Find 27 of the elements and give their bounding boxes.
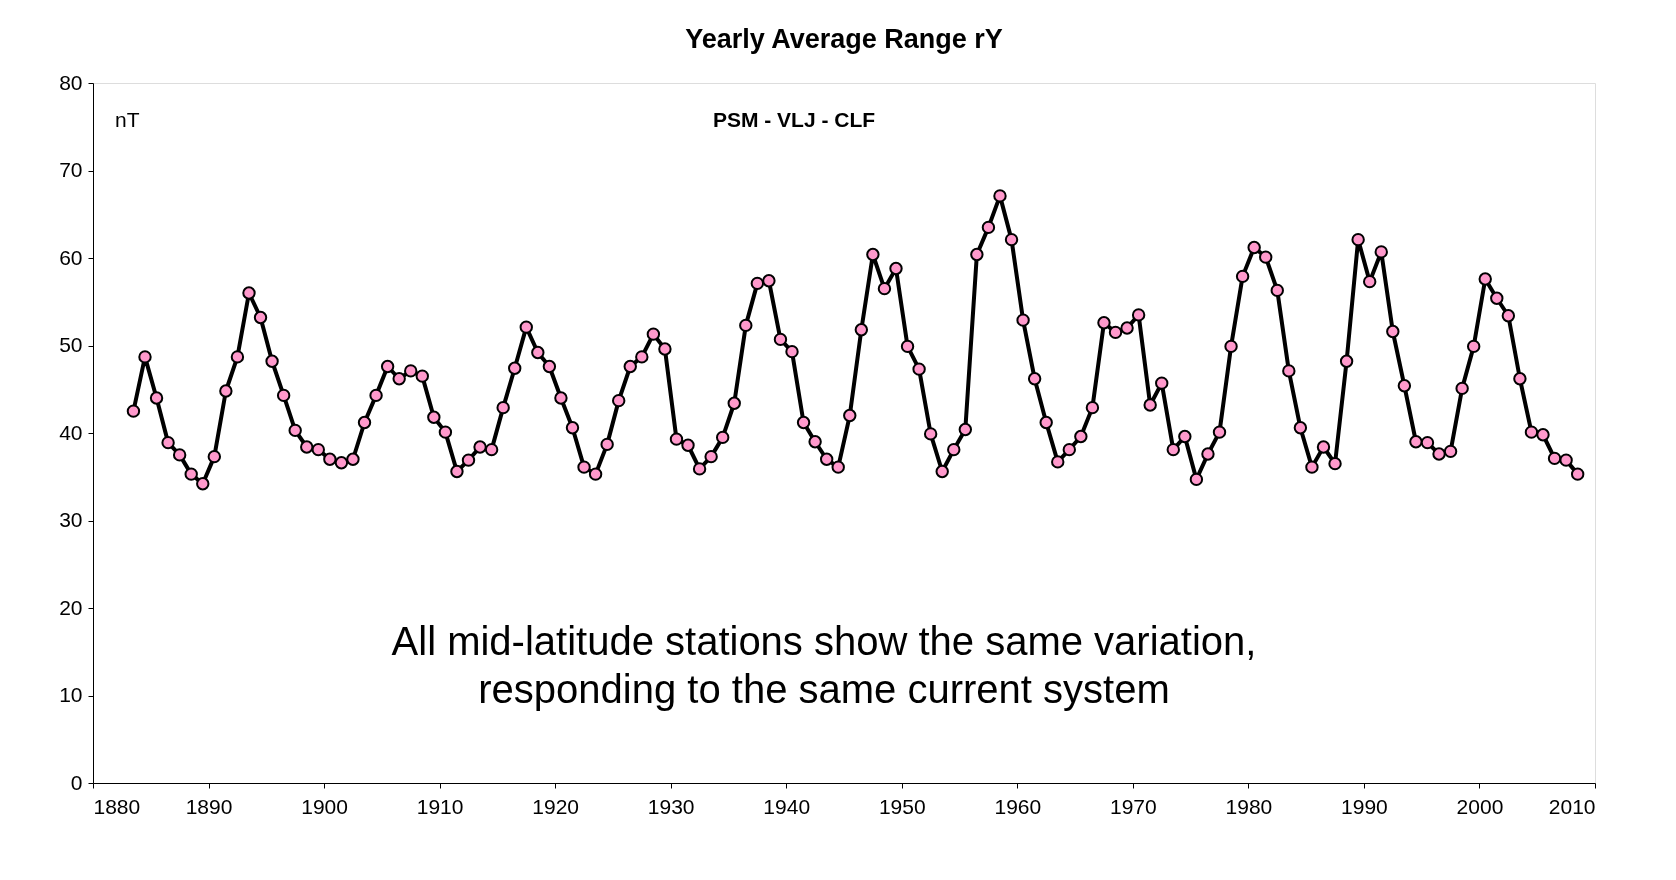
y-tick-label: 70	[59, 158, 83, 181]
x-tick-label: 1970	[1109, 794, 1157, 818]
y-axis-title: nT	[115, 108, 140, 131]
x-tick-label: 2000	[1456, 794, 1504, 818]
x-tick-label: 1960	[994, 794, 1042, 818]
y-tick-label: 80	[59, 70, 83, 94]
y-tick-label: 10	[59, 683, 83, 706]
y-tick-label: 40	[59, 420, 83, 444]
x-tick-label: 1890	[185, 794, 233, 818]
annotation: All mid-latitude stations show the same variation, responding to the same current system	[391, 619, 1257, 711]
x-tick-label: 1990	[1341, 794, 1388, 818]
x-tick-label: 1940	[763, 794, 811, 818]
y-tick-label: 60	[59, 245, 83, 269]
x-tick-label: 1900	[301, 794, 348, 818]
y-tick-label: 0	[70, 770, 83, 794]
x-tick-label: 1910	[416, 794, 464, 818]
x-tick-label: 1930	[647, 794, 695, 818]
y-tick-label: 50	[59, 333, 83, 356]
x-tick-label: 1950	[878, 794, 926, 818]
x-tick-label: 1980	[1225, 794, 1273, 818]
x-tick-label: 2010	[1548, 794, 1596, 818]
x-tick-label: 1920	[532, 794, 580, 818]
text: PSM - VLJ - CLF	[712, 108, 876, 131]
y-tick-label: 20	[59, 595, 83, 619]
chart-title: Yearly Average Range rY	[685, 24, 1003, 54]
x-tick-label: 1880	[93, 794, 141, 818]
y-tick-label: 30	[59, 508, 83, 531]
